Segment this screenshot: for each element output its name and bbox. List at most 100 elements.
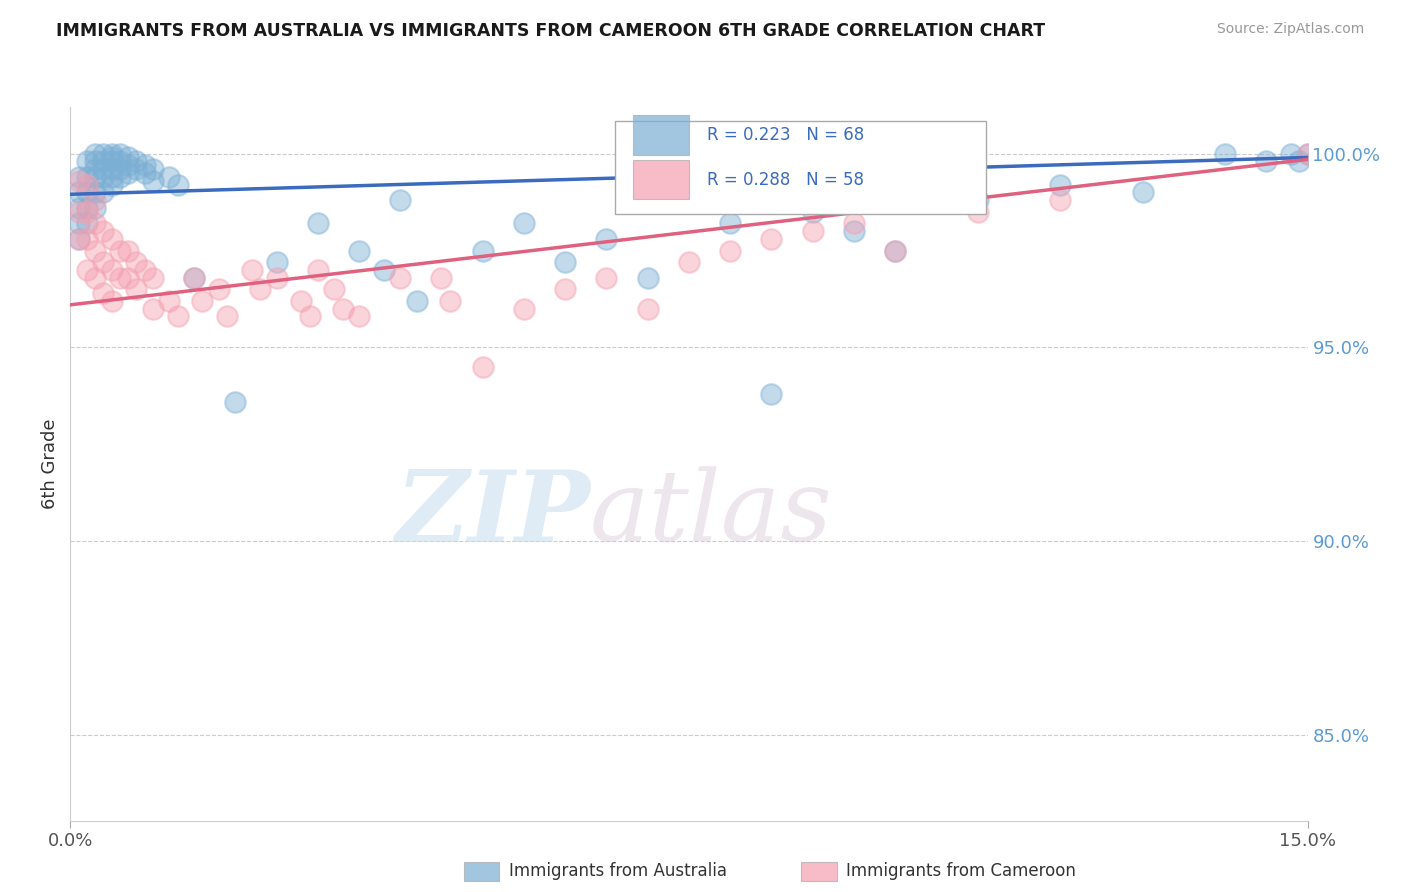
Point bbox=[100, 169, 122, 184]
Point bbox=[84, 270, 107, 285]
Point bbox=[84, 244, 107, 258]
FancyBboxPatch shape bbox=[633, 160, 689, 199]
Point bbox=[134, 263, 156, 277]
Point bbox=[134, 166, 156, 180]
Point bbox=[100, 146, 122, 161]
Point bbox=[389, 270, 412, 285]
Point bbox=[91, 146, 114, 161]
Point bbox=[430, 270, 453, 285]
Point bbox=[76, 216, 98, 230]
Point bbox=[108, 162, 131, 177]
Point bbox=[67, 186, 90, 200]
Point bbox=[108, 169, 131, 184]
Point bbox=[240, 263, 263, 277]
Point bbox=[718, 216, 741, 230]
Text: R = 0.288   N = 58: R = 0.288 N = 58 bbox=[707, 171, 865, 189]
Point bbox=[157, 293, 180, 308]
Point bbox=[142, 270, 165, 285]
Point bbox=[595, 270, 617, 285]
Point bbox=[117, 158, 139, 172]
Point bbox=[405, 293, 427, 308]
Point bbox=[554, 282, 576, 296]
Point bbox=[91, 286, 114, 301]
Point bbox=[266, 255, 288, 269]
Point bbox=[347, 244, 370, 258]
Point bbox=[108, 146, 131, 161]
Point bbox=[84, 146, 107, 161]
Point bbox=[183, 270, 205, 285]
Point bbox=[347, 310, 370, 324]
Point bbox=[966, 193, 988, 207]
Point bbox=[117, 151, 139, 165]
Point bbox=[76, 204, 98, 219]
Point bbox=[332, 301, 354, 316]
Point bbox=[215, 310, 238, 324]
Point bbox=[91, 224, 114, 238]
Point bbox=[76, 178, 98, 192]
Point bbox=[471, 359, 494, 374]
Point bbox=[67, 201, 90, 215]
Point bbox=[100, 293, 122, 308]
Point bbox=[298, 310, 321, 324]
Text: atlas: atlas bbox=[591, 467, 832, 561]
Point bbox=[91, 162, 114, 177]
Point bbox=[761, 387, 783, 401]
Point bbox=[108, 270, 131, 285]
Point bbox=[191, 293, 214, 308]
Point bbox=[125, 154, 148, 169]
Point bbox=[1296, 146, 1319, 161]
Point bbox=[718, 244, 741, 258]
Point bbox=[67, 169, 90, 184]
Point bbox=[842, 224, 865, 238]
Point bbox=[1213, 146, 1236, 161]
Point bbox=[471, 244, 494, 258]
Point bbox=[1288, 154, 1310, 169]
Point bbox=[67, 204, 90, 219]
Y-axis label: 6th Grade: 6th Grade bbox=[41, 418, 59, 509]
Point bbox=[84, 162, 107, 177]
Point bbox=[513, 216, 536, 230]
Point bbox=[157, 169, 180, 184]
Point bbox=[117, 244, 139, 258]
Point bbox=[1296, 146, 1319, 161]
Text: R = 0.223   N = 68: R = 0.223 N = 68 bbox=[707, 127, 865, 145]
Point bbox=[142, 162, 165, 177]
FancyBboxPatch shape bbox=[633, 115, 689, 154]
Point bbox=[637, 301, 659, 316]
Point bbox=[100, 178, 122, 192]
Point bbox=[884, 244, 907, 258]
Point bbox=[91, 255, 114, 269]
Point bbox=[76, 154, 98, 169]
Point bbox=[91, 154, 114, 169]
Point bbox=[307, 263, 329, 277]
Point bbox=[84, 193, 107, 207]
Point bbox=[595, 232, 617, 246]
Point bbox=[100, 151, 122, 165]
Point bbox=[1256, 154, 1278, 169]
Point bbox=[842, 216, 865, 230]
Point bbox=[439, 293, 461, 308]
Point bbox=[307, 216, 329, 230]
Point bbox=[84, 154, 107, 169]
Point bbox=[637, 270, 659, 285]
FancyBboxPatch shape bbox=[614, 121, 986, 214]
Point bbox=[142, 174, 165, 188]
Point bbox=[1049, 193, 1071, 207]
Point bbox=[266, 270, 288, 285]
Point bbox=[142, 301, 165, 316]
Point bbox=[513, 301, 536, 316]
Point bbox=[67, 174, 90, 188]
Point bbox=[76, 232, 98, 246]
Point bbox=[84, 216, 107, 230]
Point bbox=[801, 204, 824, 219]
Text: IMMIGRANTS FROM AUSTRALIA VS IMMIGRANTS FROM CAMEROON 6TH GRADE CORRELATION CHAR: IMMIGRANTS FROM AUSTRALIA VS IMMIGRANTS … bbox=[56, 22, 1046, 40]
Text: Immigrants from Australia: Immigrants from Australia bbox=[509, 863, 727, 880]
Point bbox=[125, 282, 148, 296]
Point bbox=[554, 255, 576, 269]
Point bbox=[125, 255, 148, 269]
Point bbox=[125, 162, 148, 177]
Point bbox=[166, 310, 188, 324]
Point bbox=[249, 282, 271, 296]
Point bbox=[67, 232, 90, 246]
Point bbox=[76, 201, 98, 215]
